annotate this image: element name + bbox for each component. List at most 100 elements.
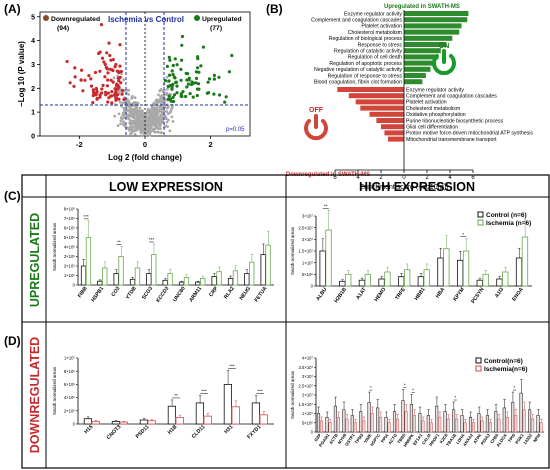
ischemia-bar [118, 256, 124, 286]
neutral-point [165, 93, 169, 96]
downregulated-point [95, 89, 99, 93]
control-bar [376, 407, 380, 433]
category-label: TBB5 [396, 432, 407, 444]
category-label: TPIS [507, 433, 517, 444]
category-label: CRP [208, 285, 220, 298]
neutral-point [133, 113, 137, 117]
neutral-point [148, 109, 152, 113]
upregulated-point [171, 72, 175, 77]
upregulated-point [184, 71, 188, 75]
c-low-expression-chart: 0 1×10⁶ 2×10⁶ 3×10⁶ 4×10⁶ 5×10⁶ 6×10⁶ 7×10⁶ 8×10… [52, 207, 274, 304]
neutral-point [119, 122, 122, 126]
downregulated-point [117, 97, 121, 101]
downregulated-point [106, 71, 110, 75]
upregulated-point [166, 84, 170, 88]
upregulated-title: UPREGULATED [28, 213, 42, 307]
significance-stars: * [462, 232, 464, 237]
neutral-point [138, 106, 142, 110]
y-tick-label: 2×10⁷ [302, 393, 313, 398]
neutral-point [159, 87, 163, 91]
neutral-point [155, 119, 159, 123]
ischemia-bar [203, 415, 212, 425]
up-enrichment-label: Platelet activation [361, 24, 402, 30]
control-bar [494, 411, 498, 433]
control-bar [251, 402, 260, 425]
down-enrichment-bar [369, 111, 404, 117]
y-tick-label: 3×10⁷ [302, 214, 313, 219]
y-tick-label: 0 [73, 422, 76, 427]
category-label: YTDB [125, 286, 138, 301]
category-label: ATPA [472, 433, 482, 445]
neutral-point [122, 122, 126, 126]
y-tick-label: 0 [73, 283, 76, 288]
upregulated-point [194, 81, 198, 85]
control-bar [97, 280, 103, 286]
neutral-point [169, 109, 173, 113]
neutral-point [141, 118, 145, 122]
control-bar [195, 402, 204, 425]
downregulated-point [68, 81, 72, 85]
downregulated-point [81, 89, 85, 93]
y-tick-label: 2×10⁶ [64, 408, 75, 413]
y-tick-label: 5×10⁶ [302, 420, 313, 425]
downregulated-point [110, 68, 114, 72]
down-enrichment-label: Cholesterol metabolism [406, 106, 460, 112]
upregulated-point [180, 43, 184, 47]
neutral-point [146, 117, 149, 120]
upregulated-point [181, 90, 185, 94]
category-label: ENOA [511, 287, 525, 303]
enrichment-x-tick-label: 0 [402, 175, 406, 181]
control-bar [437, 257, 444, 287]
upregulated-point [187, 76, 191, 80]
significance-stars: ** [174, 393, 178, 398]
neutral-point [141, 112, 145, 115]
category-label: CALM [421, 432, 432, 445]
control-bar [460, 415, 464, 433]
control-bar [342, 409, 346, 433]
control-bar [536, 415, 540, 433]
control-bar [113, 273, 119, 286]
category-label: NPM [532, 432, 542, 443]
y-tick-label: 1×10⁷ [302, 411, 313, 416]
upregulated-point [168, 58, 172, 62]
control-bar [178, 281, 185, 286]
legend-label: Ischemia(n=6) [484, 366, 528, 373]
upregulated-point [201, 45, 205, 49]
legend-swatch [475, 365, 482, 372]
category-label: HBA [435, 287, 447, 300]
control-bar [456, 259, 464, 287]
downregulated-title: DOWNREGULATED [28, 337, 42, 453]
neutral-point [132, 121, 136, 124]
neutral-point [168, 129, 172, 133]
d-low-expression-chart: 0 2×10⁶ 4×10⁶ 6×10⁶ 8×10⁶ 1×10⁷ Swath normaliz… [52, 356, 274, 441]
upregulated-point [212, 92, 216, 96]
upregulated-point [206, 80, 210, 84]
control-bar [384, 416, 388, 433]
significance-stars: *** [149, 237, 155, 242]
ischemia-bar [471, 422, 476, 433]
neutral-point [129, 132, 132, 136]
y-tick-label: 6×10⁶ [64, 226, 75, 231]
neutral-point [137, 117, 141, 120]
legend-label: Ischemia (n=6) [486, 220, 531, 227]
neutral-point [165, 110, 169, 113]
upregulated-point [188, 92, 192, 96]
downregulated-point [91, 101, 95, 105]
ischemia-bar [480, 420, 484, 433]
legend-swatch [475, 357, 482, 364]
downregulated-point [101, 83, 105, 87]
control-bar [211, 275, 217, 286]
control-bar [139, 419, 148, 425]
neutral-point [144, 129, 147, 132]
neutral-point [126, 98, 129, 101]
upregulated-point [171, 63, 175, 68]
control-bar [367, 402, 371, 433]
control-bar [511, 402, 515, 433]
legend-label: Control (n=6) [486, 212, 527, 219]
ischemia-bar [336, 416, 340, 433]
upregulated-point [175, 84, 179, 88]
neutral-point [127, 117, 130, 121]
up-enrichment-label: Negative regulation of catalytic activit… [314, 67, 402, 73]
control-bar [443, 411, 447, 433]
